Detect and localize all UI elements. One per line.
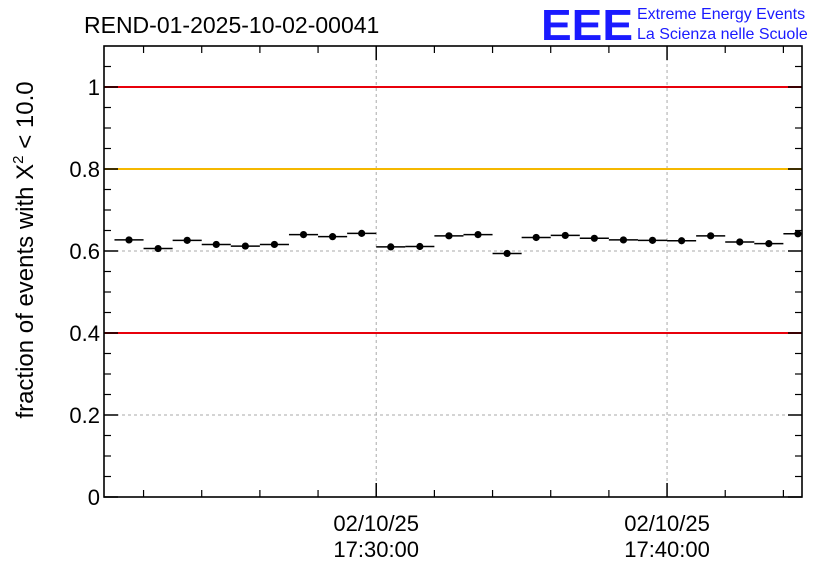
y-tick-label: 1 (88, 75, 100, 100)
y-tick-label: 0.8 (69, 157, 100, 182)
data-point-marker (648, 236, 657, 244)
chart-title: REND-01-2025-10-02-00041 (84, 12, 379, 38)
grid-lines (104, 46, 802, 497)
data-point-marker (358, 229, 366, 237)
data-point-marker (677, 237, 686, 245)
data-point-marker (474, 231, 482, 239)
eee-logo: EEE Extreme Energy Events La Scienza nel… (541, 1, 808, 50)
data-point (405, 242, 435, 251)
logo-mark: EEE (541, 1, 633, 50)
data-point-marker (125, 236, 133, 244)
data-point-marker (299, 231, 308, 239)
x-tick-date-label: 02/10/25 (624, 511, 710, 536)
logo-line-2: La Scienza nelle Scuole (637, 26, 808, 43)
data-point (608, 236, 638, 244)
data-point (783, 230, 802, 238)
data-point (201, 240, 231, 249)
y-tick-label: 0.2 (69, 403, 100, 428)
data-point-marker (707, 232, 715, 240)
data-point (376, 243, 406, 251)
x-tick-time-label: 17:40:00 (624, 537, 710, 562)
data-point (172, 236, 202, 244)
data-point (550, 231, 580, 240)
data-point-marker (387, 243, 395, 251)
data-point-marker (328, 233, 337, 241)
data-point (463, 231, 493, 239)
data-point-marker (590, 234, 598, 242)
data-point-marker (561, 231, 569, 240)
plot-frame (103, 45, 803, 498)
data-point (259, 240, 289, 249)
tick-labels: 00.20.40.60.8102/10/2517:30:0002/10/2517… (69, 75, 709, 562)
data-point (637, 236, 668, 244)
y-tick-label: 0.6 (69, 239, 100, 264)
data-point-marker (794, 230, 802, 238)
y-tick-label: 0 (88, 485, 100, 510)
data-point (725, 238, 755, 246)
data-point-marker (503, 249, 511, 258)
data-point-marker (619, 236, 628, 244)
logo-line-1: Extreme Energy Events (637, 6, 805, 23)
y-tick-label: 0.4 (69, 321, 100, 346)
data-point (143, 244, 173, 253)
data-point-marker (736, 238, 744, 246)
data-point (696, 232, 726, 240)
data-points (114, 229, 802, 258)
data-point (492, 249, 522, 258)
data-point-marker (154, 244, 162, 253)
y-axis-label-superscript: 2 (10, 155, 27, 163)
data-point-marker (183, 236, 191, 244)
x-tick-date-label: 02/10/25 (333, 511, 419, 536)
data-point (434, 232, 464, 240)
x-tick-time-label: 17:30:00 (333, 537, 419, 562)
y-axis-label-main: fraction of events with X (12, 164, 39, 419)
y-axis-label-rest: < 10.0 (12, 81, 39, 155)
data-point (521, 233, 551, 242)
reference-lines (104, 86, 802, 334)
data-point (230, 242, 260, 250)
data-point (288, 231, 319, 239)
data-point (347, 229, 377, 237)
y-axis-label: fraction of events with X2 < 10.0 (10, 81, 39, 418)
data-point-marker (270, 240, 279, 249)
data-point-marker (416, 242, 424, 251)
axis-ticks (104, 46, 802, 498)
data-point-marker (765, 240, 773, 248)
data-point (579, 234, 609, 242)
data-point-marker (241, 242, 249, 250)
data-point (318, 233, 348, 241)
data-point (754, 240, 784, 248)
data-point-marker (212, 240, 220, 249)
data-point (114, 236, 144, 244)
data-point-marker (445, 232, 453, 240)
data-point (667, 237, 697, 245)
data-point-marker (532, 233, 540, 242)
